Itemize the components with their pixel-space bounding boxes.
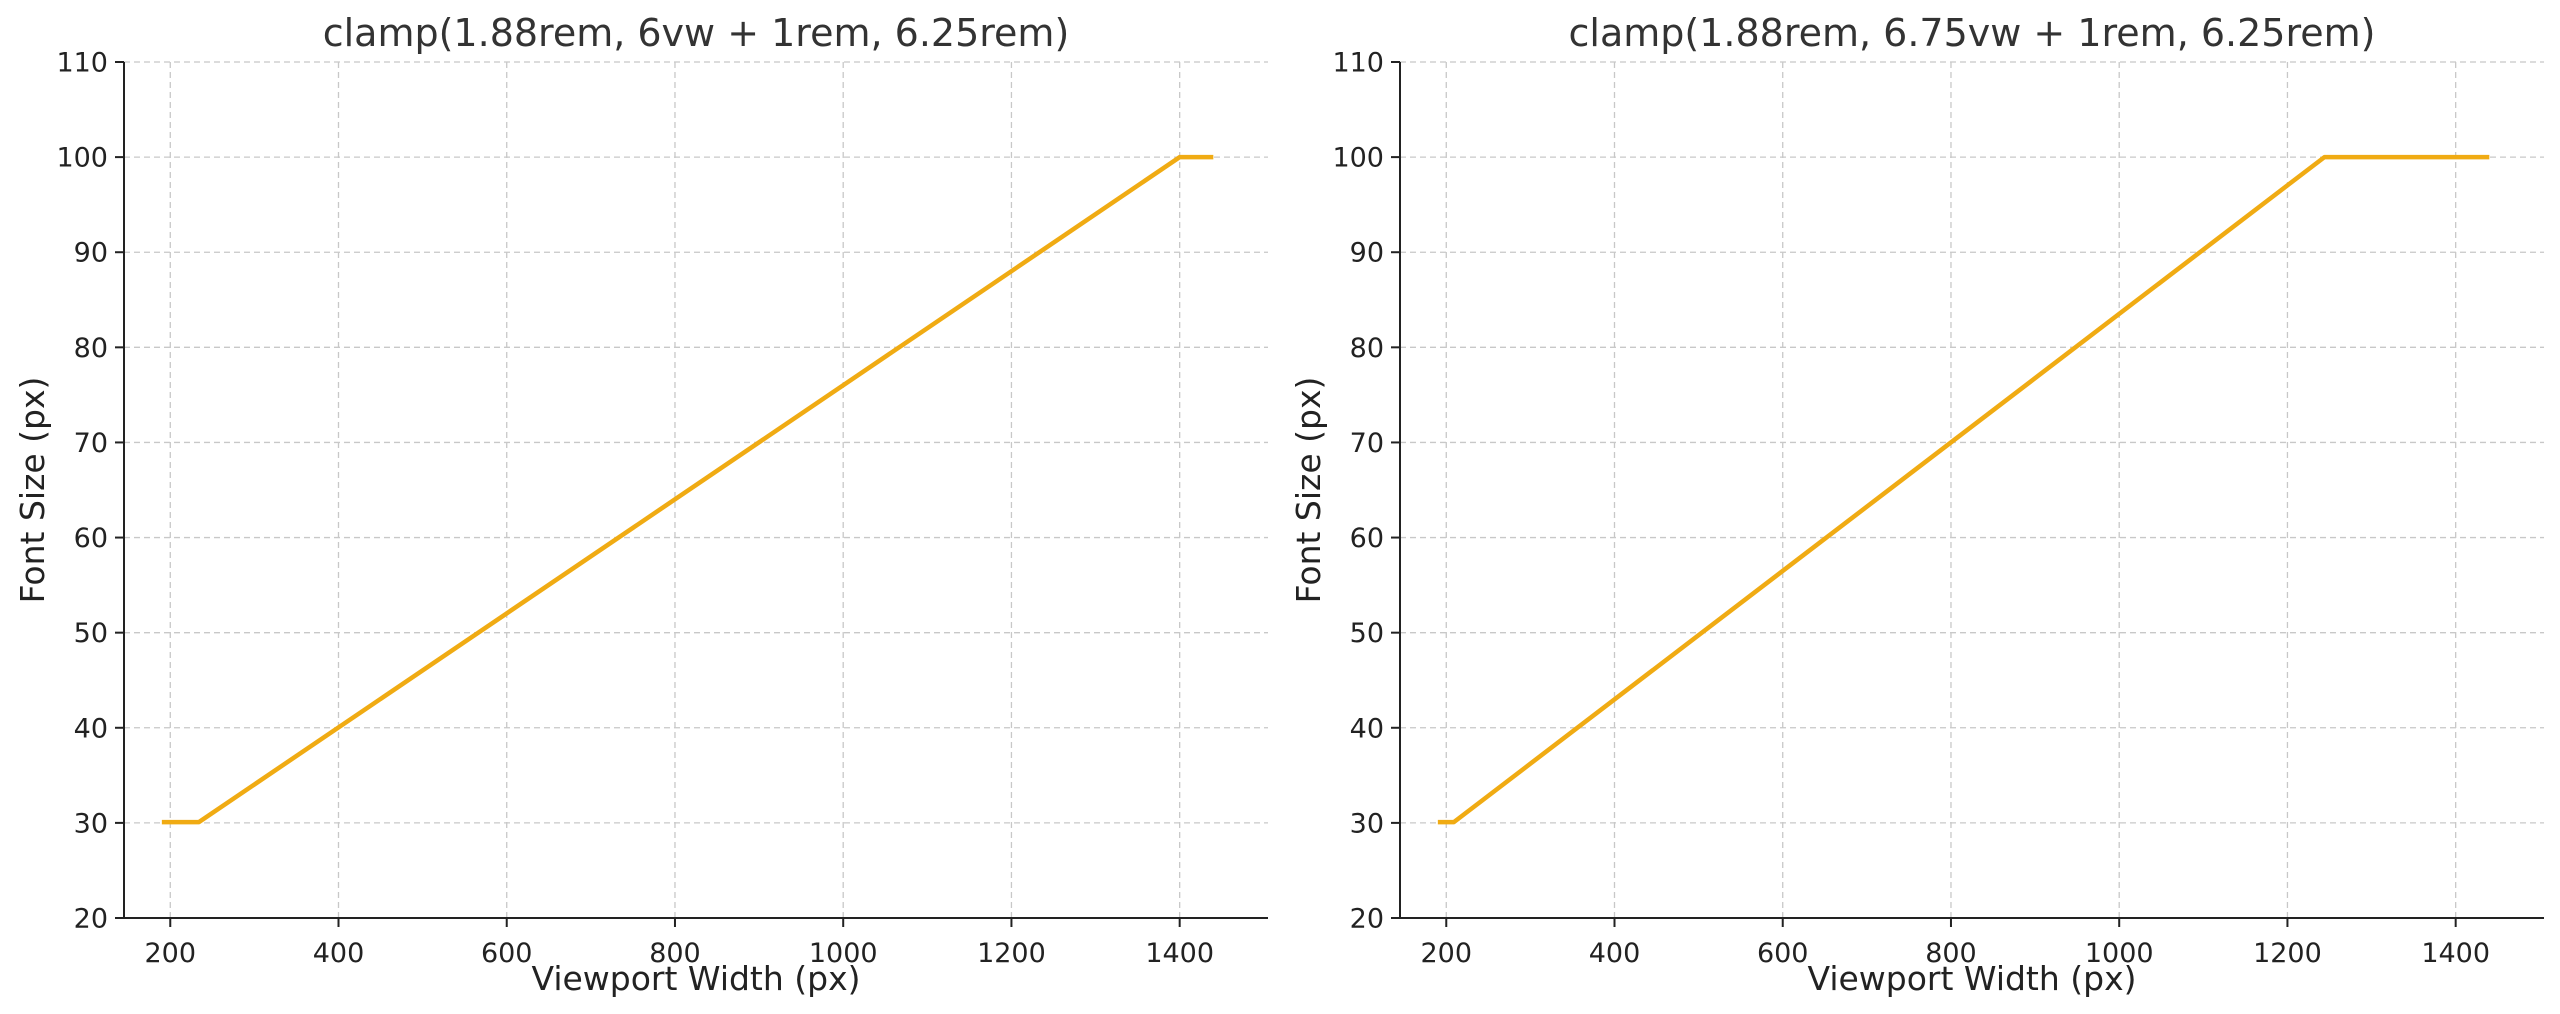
y-tick-label: 90 — [1350, 238, 1384, 269]
left-chart: 200 400 600 800 1000 1200 1400 20 30 40 50 60 70 80 90… — [13, 11, 1268, 998]
y-tick-label: 80 — [1350, 333, 1384, 364]
y-tick-label: 40 — [74, 713, 108, 744]
chart-title: clamp(1.88rem, 6vw + 1rem, 6.25rem) — [323, 11, 1070, 55]
x-tick-label: 800 — [1925, 938, 1977, 969]
y-tick-label: 70 — [74, 428, 108, 459]
x-tick-label: 1000 — [2085, 938, 2154, 969]
y-tick-label: 100 — [56, 143, 108, 174]
y-tick-label: 80 — [74, 333, 108, 364]
y-tick-label: 30 — [74, 808, 108, 839]
y-tick-label: 20 — [74, 904, 108, 935]
x-tick-label: 1400 — [1145, 938, 1214, 969]
x-tick-label: 800 — [649, 938, 701, 969]
y-tick-label: 110 — [1332, 48, 1384, 79]
y-tick-label: 70 — [1350, 428, 1384, 459]
y-axis-label: Font Size (px) — [1289, 377, 1328, 604]
right-chart: 200 400 600 800 1000 1200 1400 20 30 40 50 60 70 80 90… — [1289, 11, 2544, 998]
x-tick-label: 1200 — [977, 938, 1046, 969]
x-tick-label: 200 — [1420, 938, 1472, 969]
y-tick-label: 20 — [1350, 904, 1384, 935]
x-tick-label: 400 — [313, 938, 365, 969]
y-tick-label: 110 — [56, 48, 108, 79]
x-tick-label: 1400 — [2421, 938, 2490, 969]
chart-title: clamp(1.88rem, 6.75vw + 1rem, 6.25rem) — [1569, 11, 2376, 55]
x-tick-label: 600 — [1757, 938, 1809, 969]
x-tick-label: 400 — [1589, 938, 1641, 969]
x-tick-label: 1200 — [2253, 938, 2322, 969]
x-tick-label: 200 — [144, 938, 196, 969]
x-axis-label: Viewport Width (px) — [531, 959, 860, 998]
y-tick-label: 50 — [1350, 618, 1384, 649]
y-tick-label: 50 — [74, 618, 108, 649]
y-axis-label: Font Size (px) — [13, 377, 52, 604]
x-tick-label: 600 — [481, 938, 533, 969]
y-tick-label: 40 — [1350, 713, 1384, 744]
x-axis-label: Viewport Width (px) — [1807, 959, 2136, 998]
y-tick-label: 60 — [74, 523, 108, 554]
y-tick-label: 30 — [1350, 808, 1384, 839]
x-tick-label: 1000 — [809, 938, 878, 969]
y-tick-label: 60 — [1350, 523, 1384, 554]
series-line-0 — [161, 154, 1214, 825]
y-tick-label: 90 — [74, 238, 108, 269]
y-tick-label: 100 — [1332, 143, 1384, 174]
series-line-0 — [1437, 154, 2490, 825]
